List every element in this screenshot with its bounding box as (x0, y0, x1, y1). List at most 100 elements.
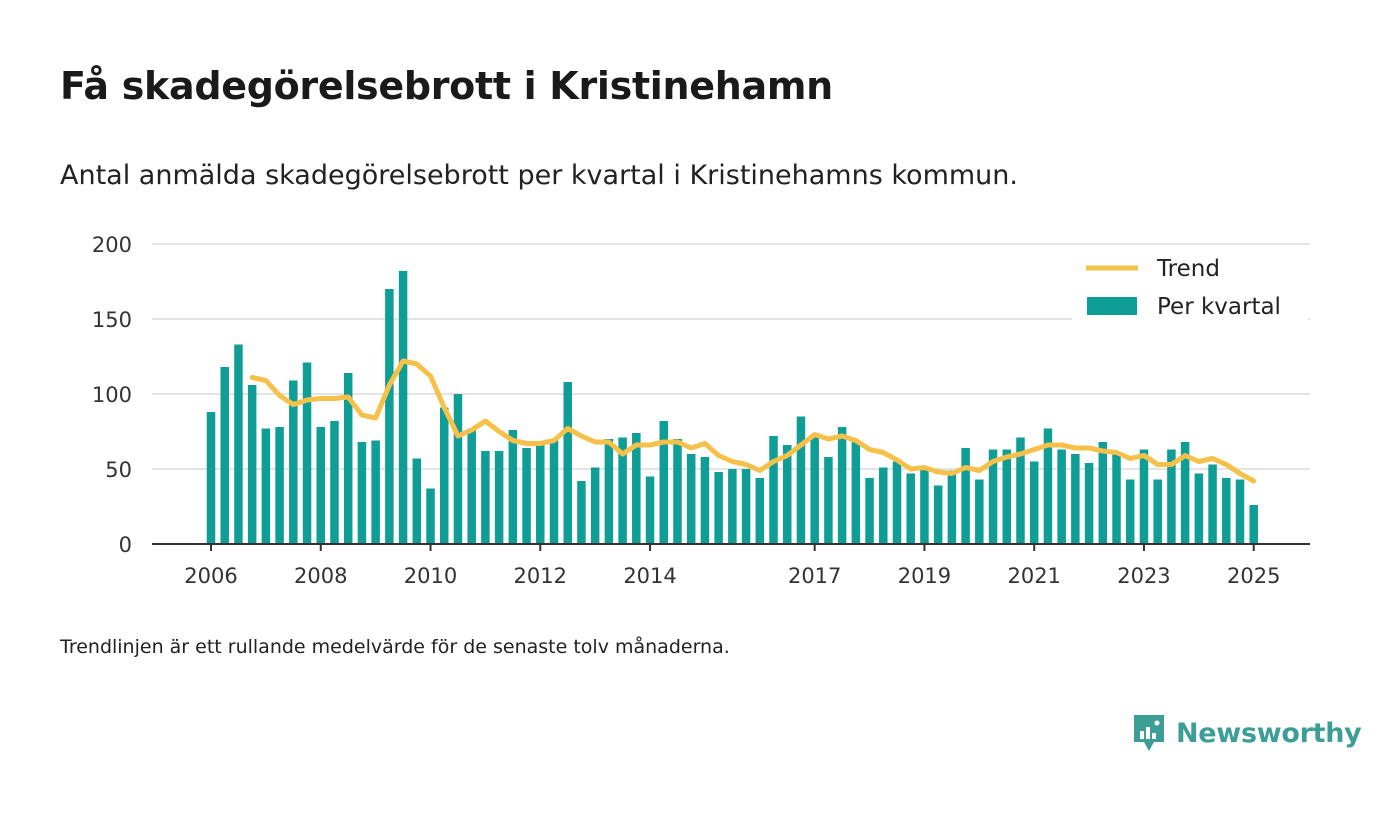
bar (508, 430, 518, 544)
x-tick-label: 2008 (294, 564, 347, 588)
bar-chart: 0 50 100 150 200 2006 2008 2010 2012 2014 2017 201… (92, 233, 1310, 588)
y-tick-label: 50 (105, 458, 132, 482)
bar (975, 479, 984, 544)
x-tick-label: 2023 (1117, 564, 1170, 588)
bar (206, 412, 216, 544)
bar (933, 485, 943, 544)
legend-trend-label: Trend (1156, 256, 1220, 282)
trend-line-group (249, 358, 1257, 484)
bar (961, 448, 970, 544)
brand-name: Newsworthy (1176, 717, 1362, 749)
bar (220, 367, 229, 544)
bar (385, 289, 394, 544)
bar (700, 457, 710, 544)
bar (412, 458, 422, 544)
bar (865, 478, 874, 544)
legend-bar-label: Per kvartal (1157, 294, 1281, 320)
bar (247, 385, 257, 544)
newsworthy-logo: Newsworthy (1132, 712, 1362, 754)
bar (467, 428, 476, 544)
x-tick-label: 2012 (514, 564, 567, 588)
bar (837, 427, 847, 544)
footnote: Trendlinjen är ett rullande medelvärde f… (60, 636, 730, 658)
legend-background (1072, 252, 1308, 330)
bar (769, 436, 778, 544)
bar (522, 448, 531, 544)
y-tick-label: 0 (119, 533, 132, 557)
legend-bar-swatch (1087, 297, 1137, 315)
bar (1235, 479, 1245, 544)
bar (302, 362, 312, 544)
bar (1098, 442, 1108, 544)
bar (1139, 449, 1149, 544)
bar (426, 488, 435, 544)
bar (330, 421, 339, 544)
bar (1125, 479, 1135, 544)
bar (686, 454, 696, 544)
bar (1194, 473, 1204, 544)
bar (398, 271, 408, 544)
bar (906, 473, 915, 544)
bar (275, 427, 284, 544)
x-tick-label: 2025 (1227, 564, 1280, 588)
bar (659, 421, 669, 544)
bar (796, 416, 806, 544)
y-tick-label: 100 (92, 383, 132, 407)
bar (577, 481, 586, 544)
bar (1084, 463, 1094, 544)
bar (728, 469, 737, 544)
x-tick-label: 2019 (898, 564, 951, 588)
bar (1208, 464, 1217, 544)
bars (206, 271, 1258, 544)
bar (1222, 478, 1231, 544)
bar (549, 439, 559, 544)
bar (741, 469, 751, 544)
bar (1071, 454, 1080, 544)
x-tick-label: 2021 (1007, 564, 1060, 588)
x-tick-label: 2017 (788, 564, 841, 588)
bar (1112, 454, 1121, 544)
axes: 2006 2008 2010 2012 2014 2017 2019 2021 2023 2025 (152, 543, 1310, 588)
bar (892, 461, 902, 544)
bar (357, 442, 367, 544)
bar (481, 451, 490, 544)
bar (988, 449, 998, 544)
bar (604, 439, 614, 544)
y-tick-label: 150 (92, 308, 132, 332)
bar (1249, 505, 1258, 544)
bar (1153, 479, 1162, 544)
trend-line (249, 358, 1257, 484)
bar (1167, 449, 1176, 544)
newsworthy-logo-icon (1134, 715, 1164, 751)
bar (1180, 442, 1190, 544)
bar (618, 437, 627, 544)
bar (782, 445, 792, 544)
x-tick-label: 2006 (184, 564, 237, 588)
bar (289, 380, 298, 544)
y-tick-label: 200 (92, 233, 132, 257)
bar (316, 427, 326, 544)
bar (645, 476, 655, 544)
bar (453, 394, 463, 544)
bar (1029, 461, 1039, 544)
chart-subtitle: Antal anmälda skadegörelsebrott per kvar… (60, 160, 1018, 191)
bar (851, 442, 861, 544)
bar (1043, 428, 1053, 544)
bar (947, 470, 957, 544)
bar (563, 382, 572, 544)
bar (673, 439, 682, 544)
chart-title: Få skadegörelsebrott i Kristinehamn (60, 64, 833, 108)
bar (824, 457, 833, 544)
bar (1016, 437, 1025, 544)
bar (261, 428, 271, 544)
x-tick-label: 2010 (404, 564, 457, 588)
legend: Trend Per kvartal (1072, 252, 1308, 330)
bar (234, 344, 243, 544)
bar (810, 436, 819, 544)
bar (1057, 449, 1066, 544)
bar (714, 472, 723, 544)
bar (920, 469, 929, 544)
x-tick-label: 2014 (623, 564, 676, 588)
bar (343, 373, 353, 544)
bar (536, 442, 545, 544)
